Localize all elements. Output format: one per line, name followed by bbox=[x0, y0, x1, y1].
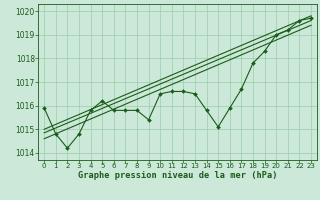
X-axis label: Graphe pression niveau de la mer (hPa): Graphe pression niveau de la mer (hPa) bbox=[78, 171, 277, 180]
